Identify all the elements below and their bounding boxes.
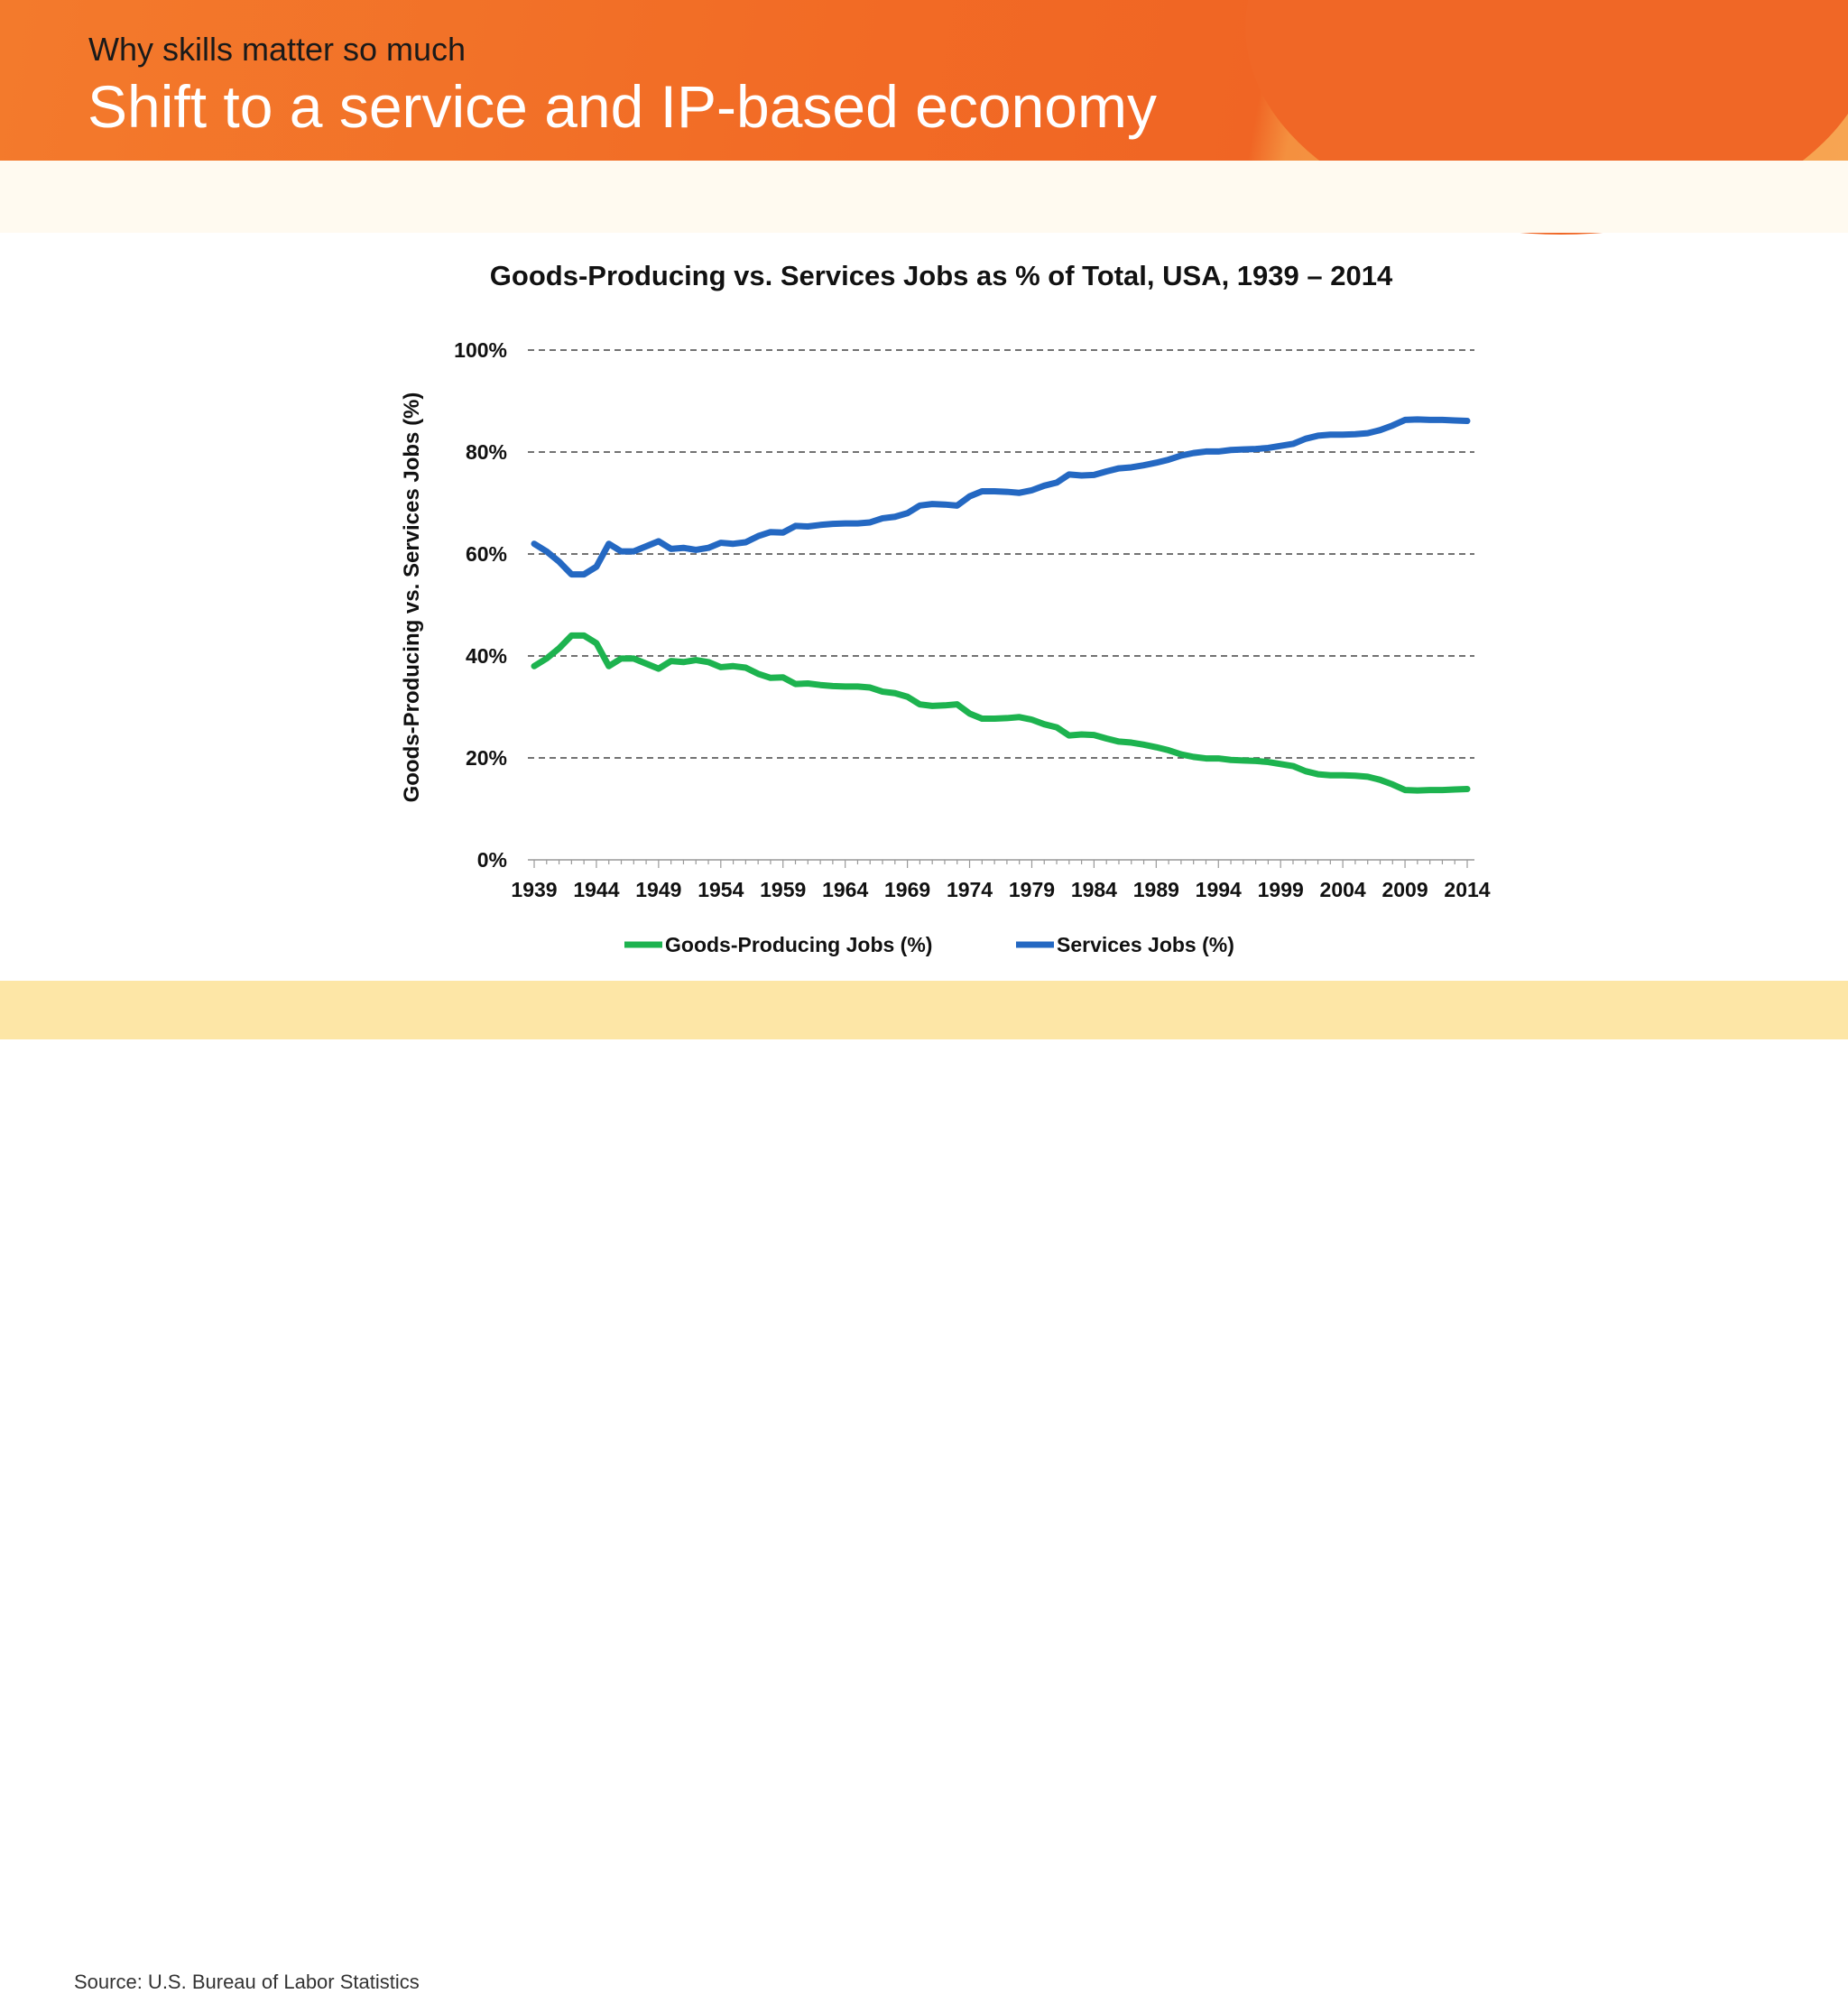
footer-band: Source: U.S. Bureau of Labor Statistics bbox=[0, 981, 1848, 1993]
y-axis-label: Goods-Producing vs. Services Jobs (%) bbox=[400, 392, 424, 803]
x-tick-label: 1939 bbox=[511, 878, 557, 901]
x-tick-label: 1999 bbox=[1258, 878, 1304, 901]
y-tick-label: 20% bbox=[466, 746, 507, 770]
header-banner: Why skills matter so much Shift to a ser… bbox=[0, 0, 1848, 235]
legend-label: Goods-Producing Jobs (%) bbox=[665, 933, 932, 956]
x-tick-label: 1944 bbox=[573, 878, 619, 901]
x-tick-label: 1954 bbox=[698, 878, 744, 901]
legend-label: Services Jobs (%) bbox=[1057, 933, 1234, 956]
x-tick-label: 1969 bbox=[884, 878, 930, 901]
x-tick-label: 2009 bbox=[1381, 878, 1428, 901]
services-line bbox=[531, 416, 1471, 578]
x-tick-label: 1994 bbox=[1196, 878, 1242, 901]
y-tick-label: 0% bbox=[477, 848, 507, 872]
x-tick-label: 1974 bbox=[947, 878, 993, 901]
y-tick-label: 60% bbox=[466, 542, 507, 566]
x-tick-label: 1984 bbox=[1071, 878, 1117, 901]
x-tick-label: 1979 bbox=[1009, 878, 1055, 901]
x-tick-label: 1959 bbox=[760, 878, 806, 901]
y-tick-label: 80% bbox=[466, 440, 507, 464]
goods-producing-line bbox=[531, 632, 1471, 794]
chart-title: Goods-Producing vs. Services Jobs as % o… bbox=[490, 260, 1393, 291]
y-tick-label: 100% bbox=[454, 338, 507, 362]
slide-subtitle: Why skills matter so much bbox=[88, 31, 467, 68]
x-tick-label: 1949 bbox=[635, 878, 681, 901]
line-chart: Goods-Producing vs. Services Jobs as % o… bbox=[400, 260, 1491, 956]
x-tick-label: 2004 bbox=[1320, 878, 1366, 901]
source-note: Source: U.S. Bureau of Labor Statistics bbox=[74, 1971, 420, 1993]
x-tick-label: 2014 bbox=[1444, 878, 1490, 901]
x-tick-label: 1989 bbox=[1133, 878, 1179, 901]
x-tick-label: 1964 bbox=[822, 878, 868, 901]
cream-band bbox=[0, 161, 1848, 233]
slide-title: Shift to a service and IP-based economy bbox=[88, 73, 1157, 140]
y-tick-label: 40% bbox=[466, 644, 507, 668]
